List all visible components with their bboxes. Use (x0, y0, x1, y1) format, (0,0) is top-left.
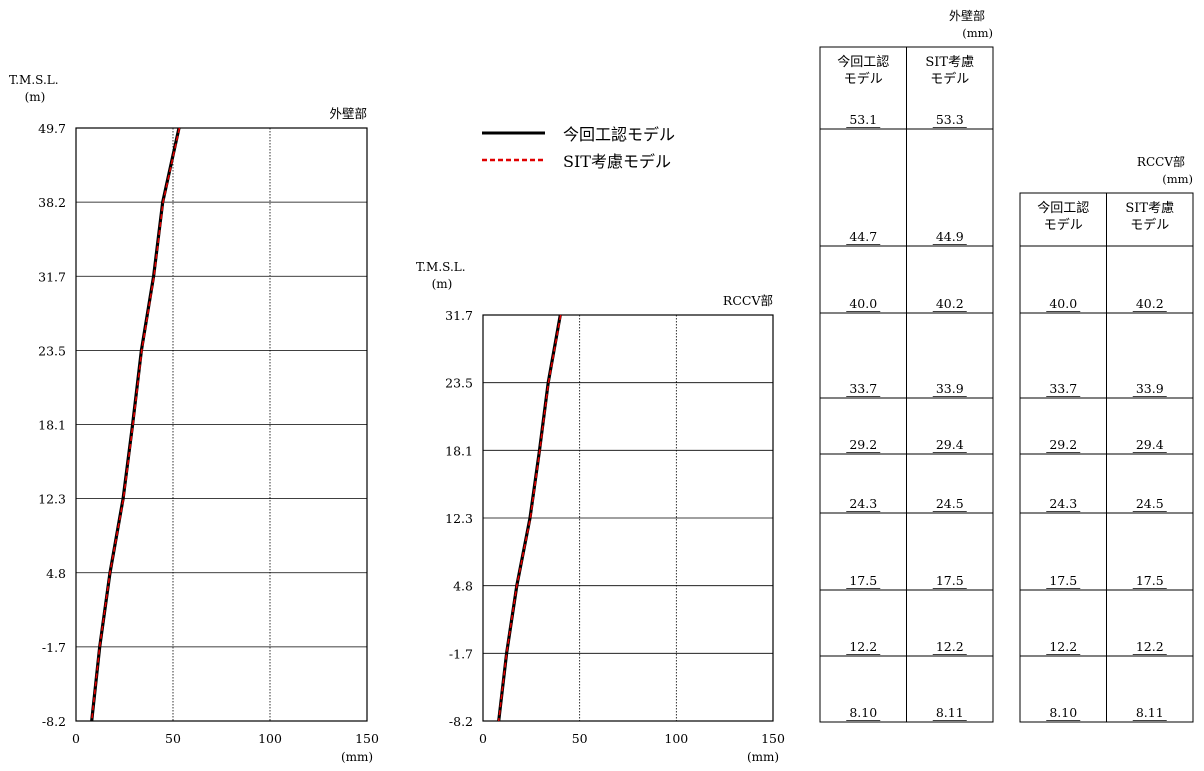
table-header-text: モデル (930, 71, 969, 87)
table-cell-value: 17.5 (1136, 573, 1164, 588)
y-tick-label: 12.3 (445, 511, 473, 526)
table-title: 外壁部 (949, 8, 985, 23)
table-cell (906, 655, 994, 723)
table-cell-value: 17.5 (1049, 573, 1077, 588)
table-header-text: SIT考慮 (1125, 201, 1174, 216)
table-cell-value: 53.3 (936, 112, 964, 127)
table-cell-value: 40.0 (849, 296, 877, 311)
table-cell-value: 33.7 (1049, 381, 1077, 396)
x-axis-unit: (mm) (341, 750, 373, 764)
x-tick-label: 150 (355, 731, 379, 746)
legend-label: SIT考慮モデル (563, 152, 671, 171)
table-cell-value: 40.0 (1049, 296, 1077, 311)
table-cell-value: 29.2 (849, 437, 877, 452)
table-header-text: 今回工認 (1037, 200, 1089, 216)
x-tick-label: 0 (72, 731, 80, 746)
x-tick-label: 0 (479, 731, 487, 746)
table-cell (1106, 655, 1194, 723)
chart-outer-wall: 49.7 38.2 31.7 23.5 18.1 12.3 4.8 -1.7 -8.2 0 50 10… (9, 73, 379, 764)
y-tick-label: 38.2 (38, 195, 66, 210)
table-cell-value: 24.5 (936, 496, 964, 511)
chart-rccv: 31.7 23.5 18.1 12.3 4.8 -1.7 -8.2 0 50 100 150 RCCV… (416, 260, 785, 764)
y-axis-label: T.M.S.L. (416, 260, 466, 274)
table-cell-value: 29.4 (936, 437, 964, 452)
plot-frame (482, 314, 774, 722)
y-tick-label: -1.7 (449, 646, 473, 661)
y-tick-label: 49.7 (38, 121, 66, 136)
y-tick-label: -1.7 (42, 640, 66, 655)
y-axis-label: T.M.S.L. (9, 73, 59, 87)
table-cell-value: 33.9 (1136, 381, 1164, 396)
y-tick-label: 4.8 (453, 579, 473, 594)
y-tick-label: 4.8 (46, 566, 66, 581)
plot-frame (75, 127, 368, 722)
chart-title: RCCV部 (723, 293, 773, 308)
y-tick-label: 31.7 (445, 308, 473, 323)
x-tick-label: 50 (165, 731, 181, 746)
y-tick-label: 18.1 (38, 418, 66, 433)
table-cell-value: 44.7 (849, 229, 877, 244)
series-line (90, 127, 181, 722)
table-cell-value: 40.2 (1136, 296, 1164, 311)
legend: 今回工認モデル SIT考慮モデル (482, 125, 675, 171)
y-tick-label: 31.7 (38, 269, 66, 284)
table-cell-value: 12.2 (849, 639, 877, 654)
table-cell-value: 33.9 (936, 381, 964, 396)
table-cell-value: 17.5 (849, 573, 877, 588)
table-unit: (mm) (1162, 172, 1193, 186)
x-axis-unit: (mm) (747, 750, 779, 764)
table-title: RCCV部 (1137, 154, 1185, 169)
y-tick-label: 18.1 (445, 443, 473, 458)
y-tick-label: -8.2 (42, 714, 66, 729)
x-tick-label: 100 (258, 731, 282, 746)
table-unit: (mm) (962, 26, 993, 40)
table-cell-value: 44.9 (936, 229, 964, 244)
y-tick-label: -8.2 (449, 714, 473, 729)
table-header-text: モデル (1044, 217, 1083, 233)
x-tick-label: 150 (761, 731, 785, 746)
table-cell-value: 17.5 (936, 573, 964, 588)
table-header-text: 今回工認 (837, 54, 889, 70)
y-axis-unit: (m) (432, 277, 453, 291)
table-cell-value: 8.10 (1049, 705, 1077, 720)
y-tick-label: 23.5 (445, 376, 473, 391)
table-cell-value: 40.2 (936, 296, 964, 311)
chart-title: 外壁部 (329, 106, 367, 121)
table-cell-value: 29.2 (1049, 437, 1077, 452)
table-cell-value: 24.5 (1136, 496, 1164, 511)
table-cell-value: 8.11 (936, 705, 964, 720)
table-cell-value: 33.7 (849, 381, 877, 396)
table-cell-value: 8.10 (849, 705, 877, 720)
y-tick-label: 12.3 (38, 492, 66, 507)
table-cell-value: 12.2 (1049, 639, 1077, 654)
table-header-text: モデル (1130, 217, 1169, 233)
table-cell-value: 24.3 (849, 496, 877, 511)
table-cell-value: 24.3 (1049, 496, 1077, 511)
table-header-text: モデル (844, 71, 883, 87)
table-cell-value: 29.4 (1136, 437, 1164, 452)
legend-label: 今回工認モデル (563, 125, 675, 144)
table-cell-value: 12.2 (1136, 639, 1164, 654)
x-tick-label: 50 (572, 731, 588, 746)
table-cell-value: 53.1 (849, 112, 877, 127)
table-cell-value: 8.11 (1136, 705, 1164, 720)
y-axis-unit: (m) (25, 90, 46, 104)
table-cell-value: 12.2 (936, 639, 964, 654)
series-line (497, 314, 562, 722)
y-tick-label: 23.5 (38, 343, 66, 358)
x-tick-label: 100 (664, 731, 688, 746)
table-header-text: SIT考慮 (925, 55, 974, 70)
